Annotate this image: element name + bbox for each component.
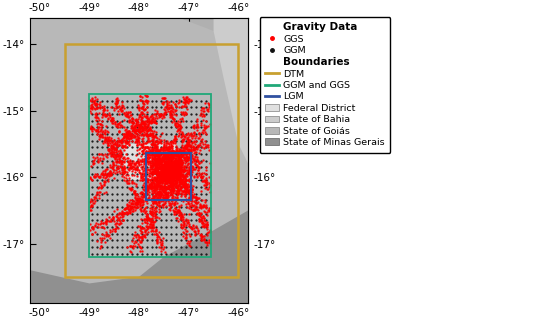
Bar [64,44,238,277]
Legend: Gravity Data, GGS, GGM, Boundaries, DTM, GGM and GGS, LGM, Federal District, Sta: Gravity Data, GGS, GGM, Boundaries, DTM,… [260,17,391,152]
Polygon shape [214,18,248,164]
Polygon shape [30,18,248,303]
Polygon shape [124,144,176,180]
Bar [89,94,211,257]
Bar [145,152,191,200]
Polygon shape [30,210,248,303]
